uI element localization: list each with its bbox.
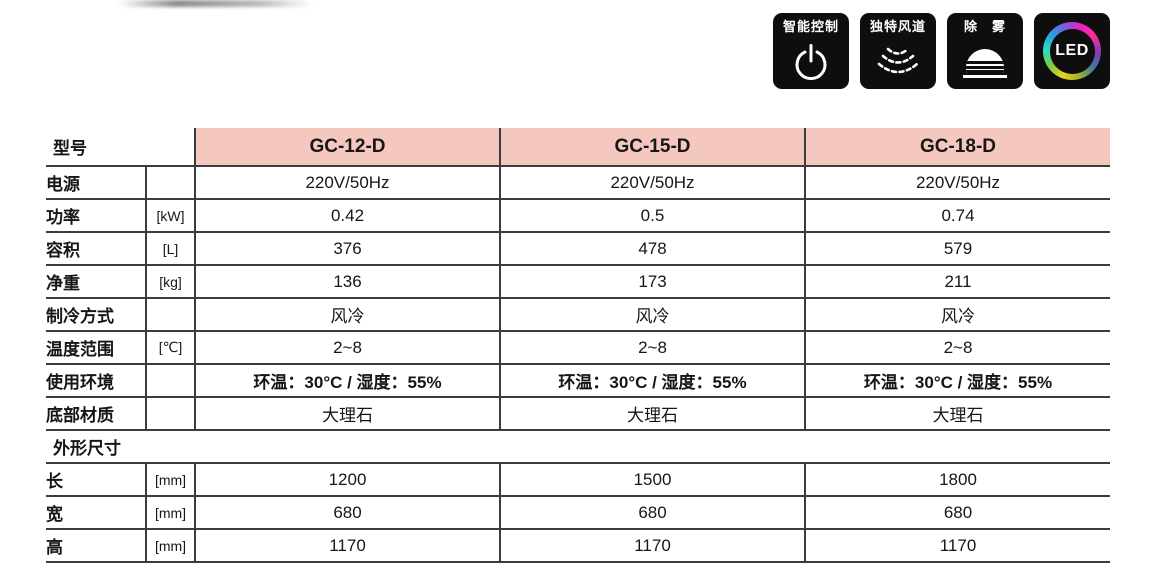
table-row-base-material: 底部材质 大理石 大理石 大理石 <box>46 396 1110 430</box>
spec-unit: [kg] <box>145 264 195 298</box>
spec-table: 型号 GC-12-D GC-15-D GC-18-D 电源 220V/50Hz … <box>46 128 1110 563</box>
spec-value: 0.42 <box>194 198 500 232</box>
spec-value: 220V/50Hz <box>499 165 805 199</box>
badge-led-label: LED <box>1049 28 1095 74</box>
spec-value: 大理石 <box>194 396 500 430</box>
spec-value: 2~8 <box>499 330 805 364</box>
spec-label: 高 <box>46 528 146 562</box>
spec-table-container: 型号 GC-12-D GC-15-D GC-18-D 电源 220V/50Hz … <box>46 128 1110 563</box>
table-section-dimensions: 外形尺寸 <box>46 429 1110 463</box>
table-row-length: 长 [mm] 1200 1500 1800 <box>46 462 1110 496</box>
spec-value: 环温：30°C / 湿度：55% <box>194 363 500 397</box>
feature-badges: 智能控制 独特风道 除 雾 <box>773 13 1110 89</box>
model-name: GC-18-D <box>804 128 1110 166</box>
spec-value: 1200 <box>194 462 500 496</box>
spec-value: 1170 <box>804 528 1110 562</box>
badge-defog: 除 雾 <box>947 13 1023 89</box>
spec-label: 功率 <box>46 198 146 232</box>
section-label: 外形尺寸 <box>46 429 1110 463</box>
badge-defog-label: 除 雾 <box>963 19 1006 34</box>
spec-label: 容积 <box>46 231 146 265</box>
spec-value: 0.74 <box>804 198 1110 232</box>
table-row-power-supply: 电源 220V/50Hz 220V/50Hz 220V/50Hz <box>46 165 1110 199</box>
badge-smart-control-label: 智能控制 <box>782 19 839 34</box>
spec-unit <box>145 297 195 331</box>
badge-air-duct: 独特风道 <box>860 13 936 89</box>
spec-value: 风冷 <box>194 297 500 331</box>
badge-smart-control: 智能控制 <box>773 13 849 89</box>
spec-value: 376 <box>194 231 500 265</box>
spec-unit <box>145 363 195 397</box>
model-header-row: 型号 GC-12-D GC-15-D GC-18-D <box>46 128 1110 166</box>
spec-value: 680 <box>194 495 500 529</box>
spec-unit: [mm] <box>145 462 195 496</box>
spec-value: 1170 <box>499 528 805 562</box>
spec-value: 环温：30°C / 湿度：55% <box>804 363 1110 397</box>
table-row-power: 功率 [kW] 0.42 0.5 0.74 <box>46 198 1110 232</box>
table-row-height: 高 [mm] 1170 1170 1170 <box>46 528 1110 562</box>
spec-unit: [℃] <box>145 330 195 364</box>
spec-label: 制冷方式 <box>46 297 146 331</box>
spec-value: 风冷 <box>804 297 1110 331</box>
spec-value: 478 <box>499 231 805 265</box>
spec-unit <box>145 165 195 199</box>
spec-label: 宽 <box>46 495 146 529</box>
spec-value: 220V/50Hz <box>194 165 500 199</box>
spec-value: 211 <box>804 264 1110 298</box>
model-name: GC-15-D <box>499 128 805 166</box>
spec-unit: [L] <box>145 231 195 265</box>
badge-led: LED <box>1034 13 1110 89</box>
table-row-environment: 使用环境 环温：30°C / 湿度：55% 环温：30°C / 湿度：55% 环… <box>46 363 1110 397</box>
table-row-net-weight: 净重 [kg] 136 173 211 <box>46 264 1110 298</box>
spec-label: 使用环境 <box>46 363 146 397</box>
spec-value: 220V/50Hz <box>804 165 1110 199</box>
spec-value: 1500 <box>499 462 805 496</box>
spec-value: 大理石 <box>804 396 1110 430</box>
spec-value: 1170 <box>194 528 500 562</box>
spec-unit: [kW] <box>145 198 195 232</box>
spec-value: 环温：30°C / 湿度：55% <box>499 363 805 397</box>
spec-value: 2~8 <box>804 330 1110 364</box>
model-row-label: 型号 <box>53 139 87 158</box>
airflow-icon <box>860 34 936 89</box>
defog-icon <box>947 34 1023 89</box>
spec-value: 136 <box>194 264 500 298</box>
spec-value: 680 <box>804 495 1110 529</box>
spec-value: 0.5 <box>499 198 805 232</box>
spec-unit <box>145 396 195 430</box>
spec-label: 净重 <box>46 264 146 298</box>
power-icon <box>773 34 849 89</box>
spec-value: 大理石 <box>499 396 805 430</box>
table-row-cooling-type: 制冷方式 风冷 风冷 风冷 <box>46 297 1110 331</box>
cropped-artifact <box>118 0 313 7</box>
spec-unit: [mm] <box>145 495 195 529</box>
table-row-width: 宽 [mm] 680 680 680 <box>46 495 1110 529</box>
spec-label: 温度范围 <box>46 330 146 364</box>
spec-value: 2~8 <box>194 330 500 364</box>
spec-value: 1800 <box>804 462 1110 496</box>
spec-value: 579 <box>804 231 1110 265</box>
badge-air-duct-label: 独特风道 <box>869 19 926 34</box>
led-ring-icon: LED <box>1043 22 1101 80</box>
spec-label: 长 <box>46 462 146 496</box>
table-row-temp-range: 温度范围 [℃] 2~8 2~8 2~8 <box>46 330 1110 364</box>
spec-label: 底部材质 <box>46 396 146 430</box>
spec-value: 173 <box>499 264 805 298</box>
spec-value: 680 <box>499 495 805 529</box>
spec-value: 风冷 <box>499 297 805 331</box>
spec-label: 电源 <box>46 165 146 199</box>
spec-unit: [mm] <box>145 528 195 562</box>
model-name: GC-12-D <box>194 128 500 166</box>
table-row-volume: 容积 [L] 376 478 579 <box>46 231 1110 265</box>
